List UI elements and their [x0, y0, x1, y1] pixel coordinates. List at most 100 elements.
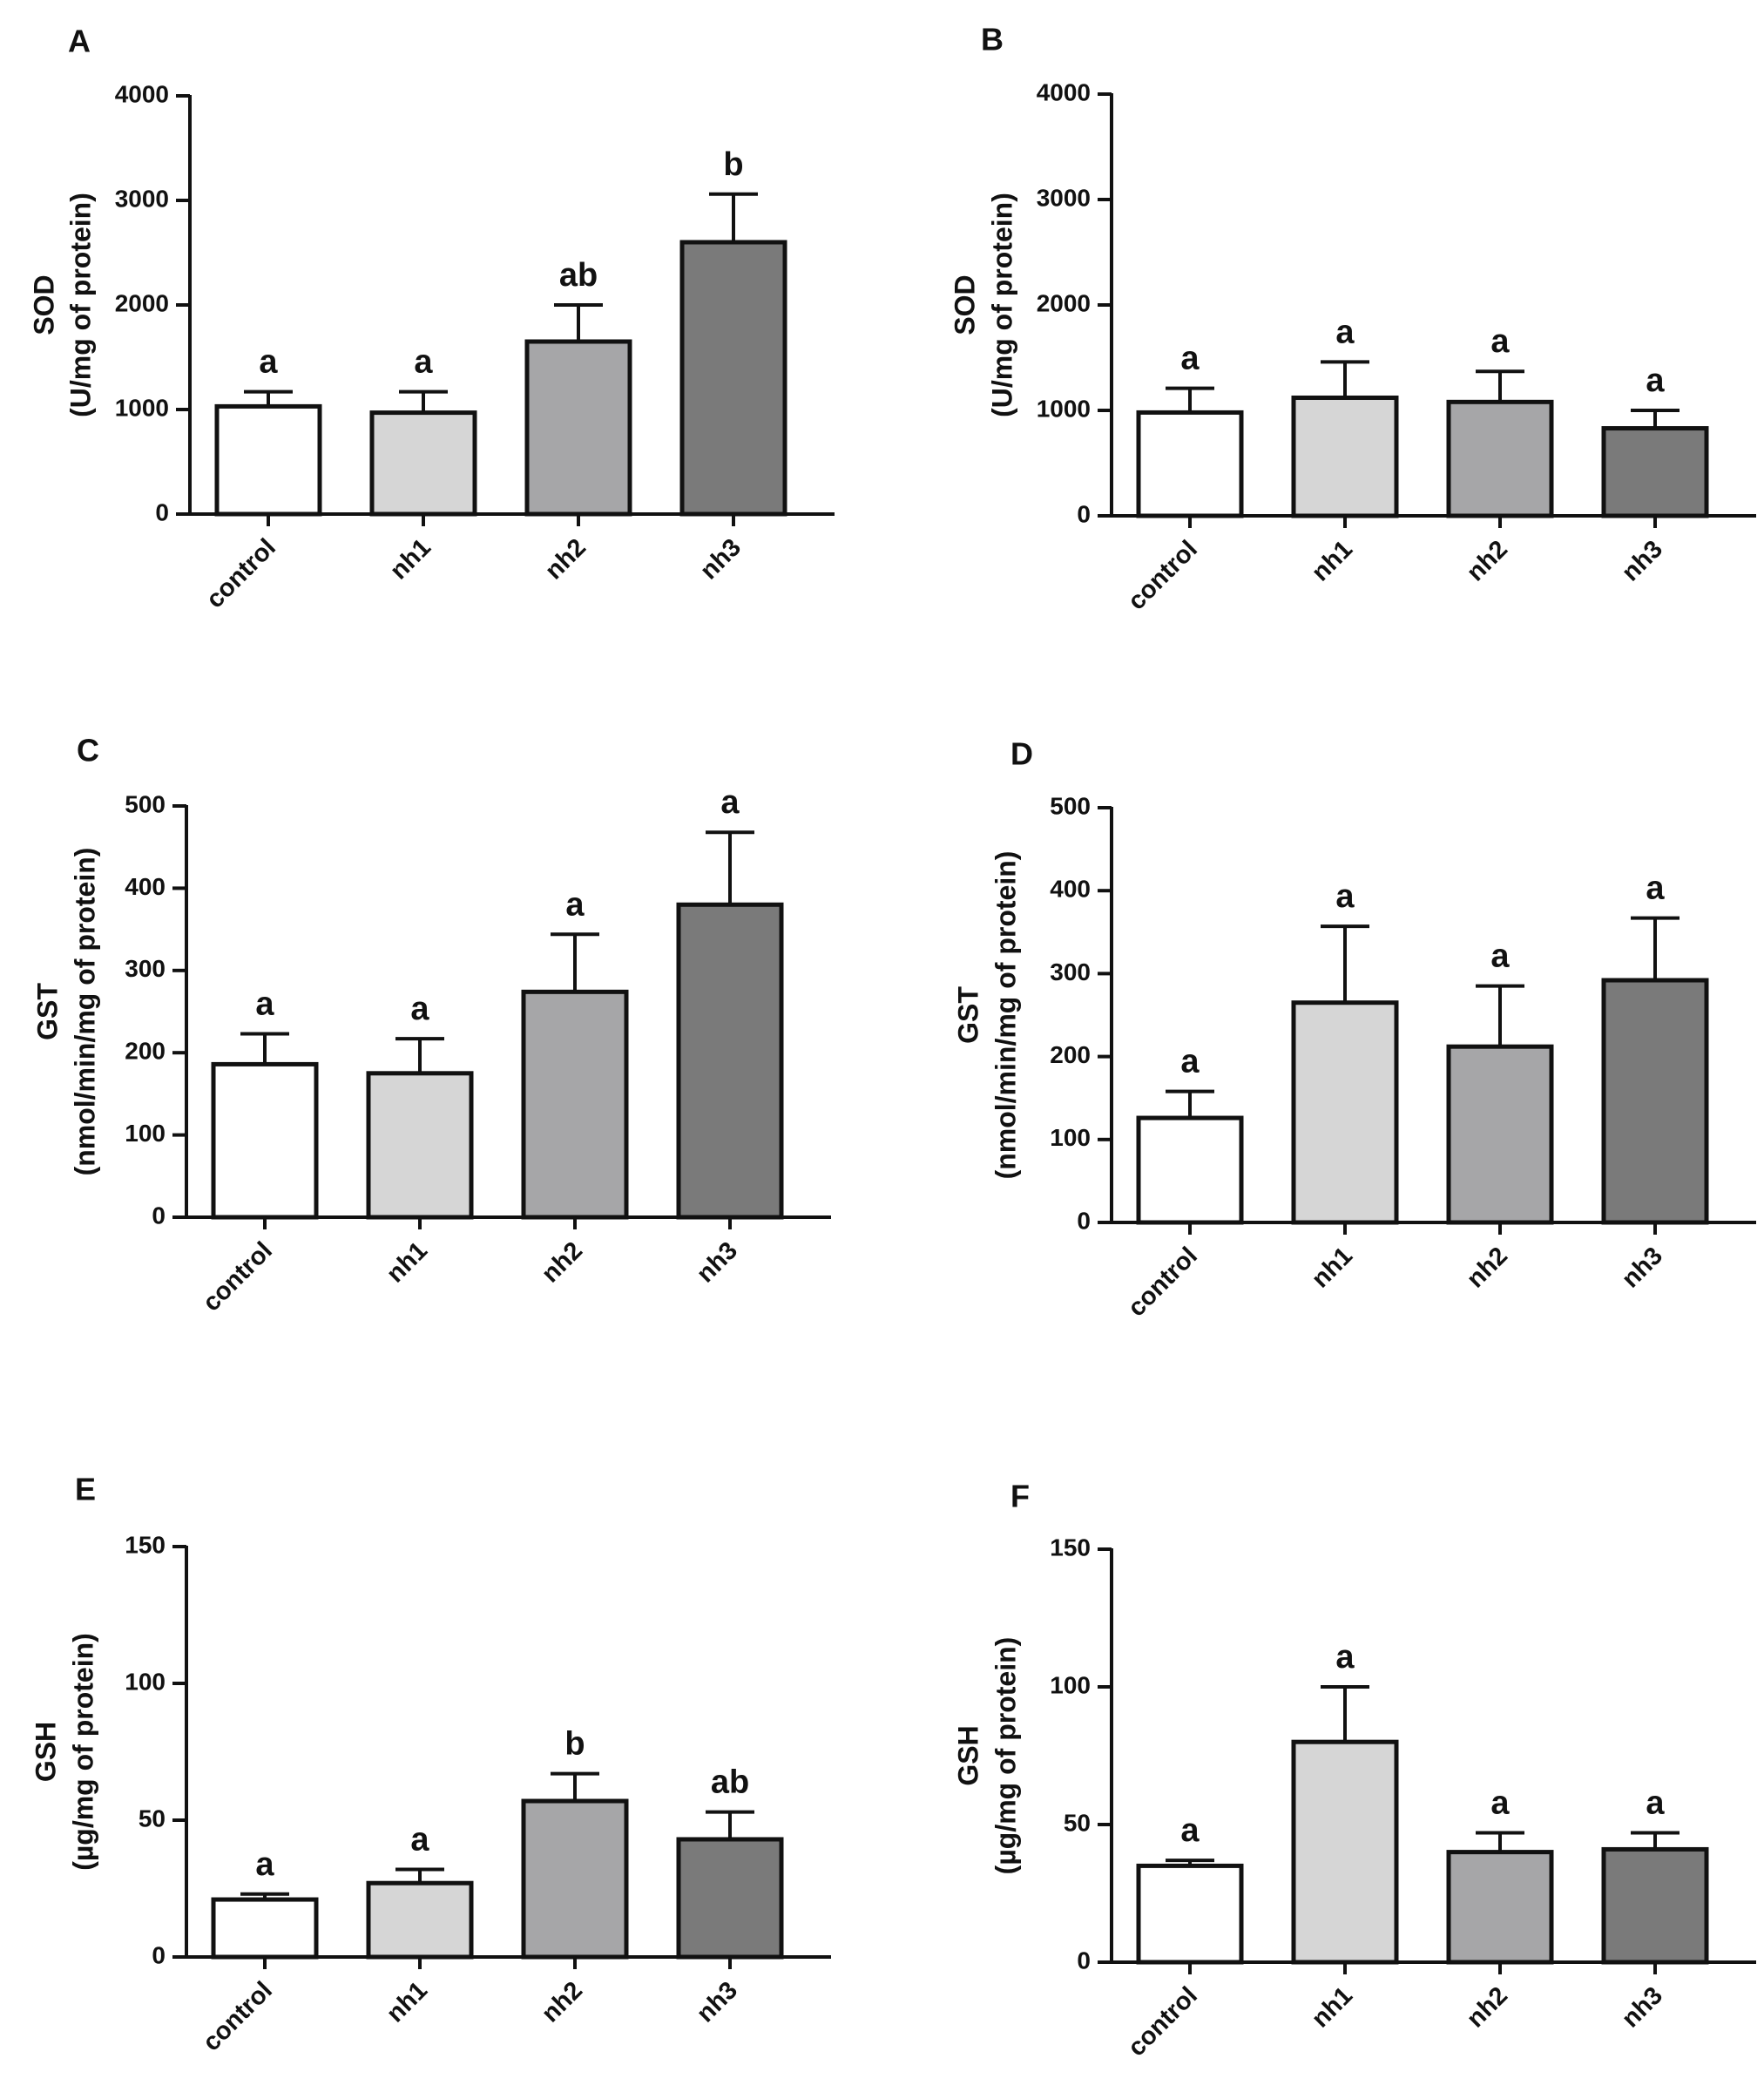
y-tick-label: 1000	[115, 394, 169, 421]
panel-letter: E	[75, 1472, 96, 1507]
y-tick-label: 0	[152, 1202, 166, 1229]
y-tick-label: 3000	[115, 185, 169, 212]
y-tick-label: 150	[1050, 1534, 1091, 1561]
y-tick-label: 2000	[1037, 289, 1091, 316]
bar-nh1	[1291, 1739, 1399, 1965]
significance-label: b	[564, 1726, 585, 1763]
panel-b: B 0 1000 2000 3000 4000 SOD (U/mg of protein) a c…	[949, 22, 1756, 615]
y-axis-title: GST	[952, 986, 983, 1044]
x-tick-label: nh3	[1617, 1981, 1668, 2033]
panel-letter: D	[1010, 736, 1033, 772]
y-tick-label: 50	[139, 1804, 166, 1832]
x-tick-label: nh2	[1462, 1981, 1513, 2033]
x-tick-label: nh3	[695, 533, 747, 585]
significance-label: a	[1180, 341, 1200, 377]
y-axis-title: SOD	[949, 274, 980, 335]
bar-nh3	[676, 902, 784, 1220]
significance-label: a	[1646, 362, 1665, 399]
y-tick-label: 400	[125, 873, 166, 900]
significance-label: ab	[559, 257, 598, 294]
x-tick-label: nh2	[537, 1976, 588, 2028]
y-tick-label: 100	[1050, 1124, 1091, 1151]
significance-label: a	[255, 985, 274, 1022]
bar-nh2	[1446, 1850, 1554, 1965]
y-tick-label: 150	[125, 1531, 166, 1558]
y-axis-unit: (nmol/min/mg of protein)	[69, 848, 100, 1176]
panel-d: D 0 100 200 300 400 500 GST (nmol/min/mg of prot…	[952, 736, 1756, 1322]
y-tick-label: 300	[125, 955, 166, 982]
bar-control	[1136, 1863, 1244, 1965]
bar-nh1	[366, 1071, 474, 1220]
bar-nh1	[366, 1880, 474, 1960]
significance-label: a	[414, 344, 433, 381]
y-tick-label: 2000	[115, 289, 169, 316]
x-tick-label: control	[1123, 535, 1203, 615]
y-tick-label: 200	[1050, 1041, 1091, 1068]
y-tick-label: 0	[152, 1941, 166, 1968]
bar-nh3	[679, 240, 787, 517]
bar-nh3	[676, 1837, 784, 1960]
significance-label: ab	[711, 1764, 749, 1801]
panel-letter: F	[1010, 1479, 1030, 1514]
panel-e: E 0 50 100 150 GSH (µg/mg of protein) a control a…	[30, 1472, 831, 2056]
bar-nh3	[1601, 1846, 1709, 1965]
x-tick-label: nh2	[537, 1236, 588, 1288]
x-tick-label: control	[1123, 1242, 1203, 1322]
y-tick-label: 100	[125, 1120, 166, 1147]
panel-letter: B	[981, 22, 1004, 58]
bar-control	[1136, 1115, 1244, 1225]
x-tick-label: nh1	[382, 1976, 433, 2028]
y-axis-unit: (µg/mg of protein)	[67, 1633, 98, 1871]
significance-label: a	[1335, 1639, 1355, 1676]
significance-label: a	[1646, 870, 1665, 907]
significance-label: a	[1180, 1812, 1200, 1849]
y-tick-label: 0	[1077, 500, 1091, 527]
significance-label: a	[1490, 1784, 1510, 1821]
x-tick-label: nh1	[382, 1236, 433, 1288]
significance-label: a	[410, 1822, 429, 1859]
y-tick-label: 200	[125, 1038, 166, 1065]
y-tick-label: 50	[1064, 1809, 1091, 1836]
y-axis-unit: (U/mg of protein)	[986, 193, 1017, 417]
y-tick-label: 0	[155, 498, 169, 525]
y-tick-label: 100	[125, 1668, 166, 1695]
x-tick-label: nh3	[692, 1236, 743, 1288]
bar-nh2	[521, 989, 629, 1220]
x-tick-label: nh1	[1307, 1242, 1358, 1293]
panel-a: A 0 1000 2000 3000 4000 SOD (U/mg of protein) a c…	[28, 24, 835, 613]
panel-c: C 0 100 200 300 400 500 GST (nmol/min/mg of prot…	[31, 733, 831, 1317]
x-tick-label: nh1	[385, 533, 436, 585]
bar-nh1	[1291, 395, 1399, 518]
x-tick-label: nh1	[1307, 535, 1358, 586]
significance-label: a	[1490, 938, 1510, 975]
significance-label: a	[1335, 314, 1355, 350]
y-axis-title: GST	[31, 983, 63, 1040]
bar-nh2	[1446, 399, 1554, 518]
significance-label: a	[410, 991, 429, 1027]
y-axis-title: GSH	[952, 1725, 983, 1785]
significance-label: a	[1646, 1784, 1665, 1821]
significance-label: a	[565, 886, 585, 923]
panel-f: F 0 50 100 150 GSH (µg/mg of protein) a control a…	[952, 1479, 1756, 2062]
bar-nh3	[1601, 978, 1709, 1225]
y-tick-label: 0	[1077, 1207, 1091, 1234]
x-tick-label: nh2	[540, 533, 591, 585]
bar-control	[211, 1897, 319, 1960]
significance-label: a	[720, 784, 740, 821]
x-tick-label: control	[198, 1236, 278, 1317]
x-tick-label: nh1	[1307, 1981, 1358, 2033]
bar-nh1	[1291, 1000, 1399, 1225]
x-tick-label: nh2	[1462, 535, 1513, 586]
panel-letter: A	[68, 24, 91, 59]
bar-control	[211, 1061, 319, 1220]
significance-label: a	[1180, 1044, 1200, 1080]
significance-label: a	[259, 344, 278, 381]
y-tick-label: 100	[1050, 1671, 1091, 1698]
x-tick-label: control	[1123, 1981, 1203, 2062]
bar-nh2	[521, 1798, 629, 1960]
y-tick-label: 4000	[115, 80, 169, 107]
x-tick-label: nh2	[1462, 1242, 1513, 1293]
x-tick-label: control	[198, 1976, 278, 2056]
x-tick-label: nh3	[692, 1976, 743, 2028]
y-axis-title: SOD	[28, 274, 59, 335]
